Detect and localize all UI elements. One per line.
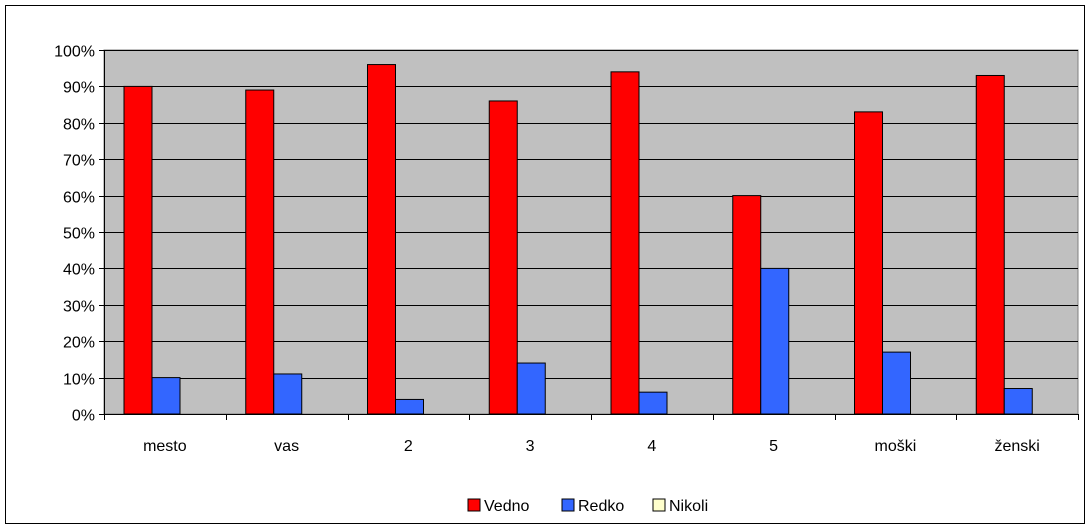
bar-redko	[395, 398, 424, 415]
bar-redko	[273, 373, 303, 415]
x-tick-label: 2	[404, 438, 413, 455]
x-tick-label: mesto	[143, 438, 187, 455]
bar-redko	[516, 362, 546, 415]
y-tick-label: 10%	[63, 372, 95, 389]
legend-swatch	[467, 498, 481, 512]
bar-vedno	[123, 85, 153, 415]
bar-redko	[151, 377, 181, 415]
bar-vedno	[732, 195, 762, 415]
x-tick-label: vas	[274, 438, 299, 455]
bar-redko	[760, 267, 790, 415]
x-axis: mesto vas 2 3 4 5 moški ženski	[104, 50, 1079, 455]
bar-vedno	[488, 100, 518, 415]
y-tick-label: 60%	[63, 190, 95, 207]
y-tick-label: 50%	[63, 226, 95, 243]
bar-vedno	[245, 89, 275, 415]
y-tick-label: 80%	[63, 117, 95, 134]
y-tick-label: 70%	[63, 153, 95, 170]
bar-vedno	[367, 64, 396, 415]
bar-redko	[638, 391, 668, 415]
y-tick-label: 90%	[63, 80, 95, 97]
bar-vedno	[854, 111, 883, 415]
y-tick-label: 20%	[63, 335, 95, 352]
legend-swatch	[652, 498, 666, 512]
x-tick-label: 3	[526, 438, 535, 455]
legend-label: Nikoli	[669, 498, 708, 515]
y-tick-label: 30%	[63, 299, 95, 316]
y-axis-ticks: 0% 10% 20% 30% 40% 50% 60% 70% 80% 90% 100%	[54, 44, 104, 425]
y-tick-label: 100%	[54, 44, 95, 61]
y-tick-label: 0%	[72, 408, 95, 425]
bar-redko	[882, 351, 911, 415]
x-tick-label: moški	[874, 438, 916, 455]
x-tick-label: 5	[769, 438, 778, 455]
legend-label: Vedno	[484, 498, 529, 515]
y-tick-label: 40%	[63, 262, 95, 279]
bar-vedno	[975, 74, 1005, 415]
legend: Vedno Redko Nikoli	[467, 498, 708, 515]
bar-vedno	[610, 71, 640, 415]
legend-label: Redko	[578, 498, 624, 515]
bar-redko	[1003, 388, 1033, 415]
x-tick-label: ženski	[994, 438, 1039, 455]
bars	[123, 64, 1033, 415]
x-tick-label: 4	[647, 438, 656, 455]
legend-swatch	[561, 498, 575, 512]
